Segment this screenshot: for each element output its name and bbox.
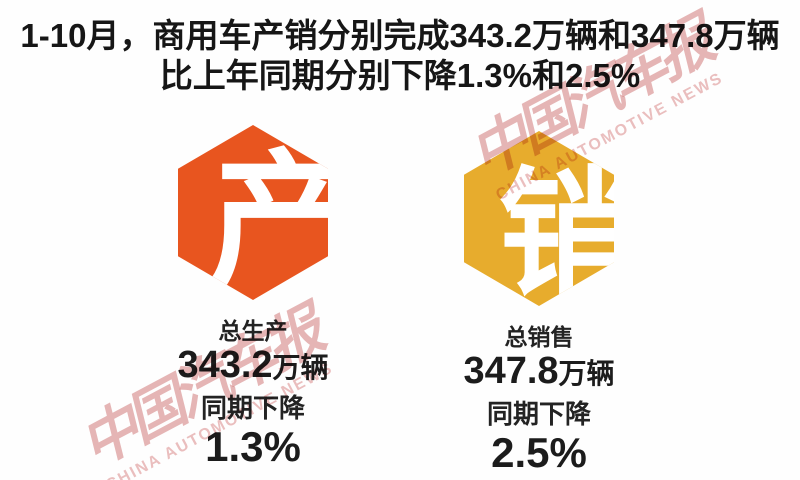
sales-total-unit: 万辆 (558, 358, 615, 389)
sales-total: 347.8万辆 (389, 352, 689, 398)
sales-stats: 总销售 347.8万辆 同期下降 2.5% (389, 322, 689, 476)
sales-label: 总销售 (504, 324, 574, 350)
headline-line1: 1-10月，商用车产销分别完成343.2万辆和347.8万辆 (20, 17, 780, 54)
production-label: 总生产 (218, 318, 288, 344)
production-drop-label: 同期下降 (200, 393, 305, 423)
production-column: 产 总生产 343.2万辆 同期下降 1.3% (103, 110, 403, 470)
sales-total-number: 347.8 (463, 350, 559, 392)
production-total-unit: 万辆 (272, 352, 329, 383)
production-total-number: 343.2 (177, 344, 273, 386)
sales-hexagon-character: 销 (498, 156, 639, 313)
production-total: 343.2万辆 (103, 346, 403, 392)
sales-drop-label: 同期下降 (486, 399, 591, 429)
production-drop-percent: 1.3% (205, 423, 301, 470)
production-hexagon-character: 产 (208, 138, 359, 306)
sales-column: 销 总销售 347.8万辆 同期下降 2.5% (389, 110, 689, 476)
production-stats: 总生产 343.2万辆 同期下降 1.3% (103, 316, 403, 470)
production-hexagon-icon: 产 (178, 125, 328, 300)
headline-line2: 比上年同期分别下降1.3%和2.5% (159, 57, 641, 94)
sales-hexagon-icon: 销 (464, 131, 614, 306)
headline: 1-10月，商用车产销分别完成343.2万辆和347.8万辆 比上年同期分别下降… (0, 16, 800, 96)
sales-drop-percent: 2.5% (491, 429, 587, 476)
